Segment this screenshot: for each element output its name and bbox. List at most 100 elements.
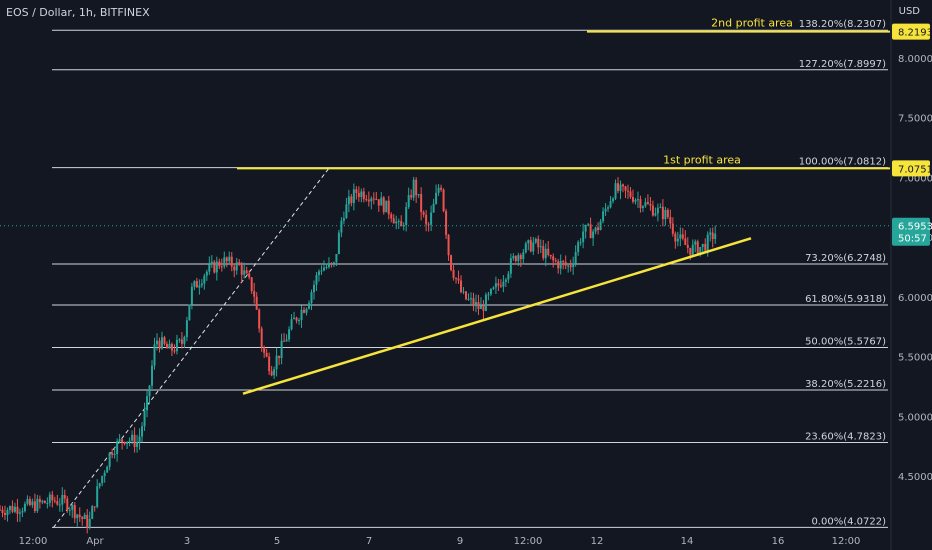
candle-body	[6, 509, 9, 516]
candle-body	[494, 283, 497, 288]
candle-body	[315, 275, 318, 285]
candle-body	[626, 190, 629, 192]
candle-body	[228, 256, 231, 262]
candle-body	[163, 337, 166, 345]
candle-body	[405, 207, 408, 225]
candle-body	[407, 195, 410, 208]
candle-body	[569, 265, 572, 268]
candle-body	[253, 291, 256, 297]
support-trendline[interactable]	[242, 237, 752, 395]
candle-body	[320, 270, 323, 272]
candle-body	[175, 339, 178, 352]
candle-body	[577, 242, 580, 253]
candle-body	[711, 232, 714, 240]
candle-body	[502, 281, 505, 287]
candle-body	[631, 196, 634, 202]
x-tick-label: 12:00	[832, 536, 861, 547]
candle-body	[43, 500, 46, 504]
candle-body	[584, 224, 587, 232]
candle-body	[604, 208, 607, 212]
candle-body	[3, 513, 6, 516]
candle-body	[255, 296, 258, 310]
candle-body	[684, 238, 687, 245]
candle-body	[512, 256, 515, 259]
candle-body	[612, 198, 615, 202]
fib-level-label: 50.00%(5.5767)	[805, 336, 886, 347]
candle-body	[340, 220, 343, 233]
candle-body	[420, 194, 423, 213]
x-tick-label: 14	[681, 536, 694, 547]
candle-body	[532, 242, 535, 252]
fib-level-label: 73.20%(6.2748)	[805, 253, 886, 264]
candle-body	[185, 320, 188, 337]
candle-body	[270, 371, 273, 376]
candle-body	[377, 199, 380, 206]
candle-body	[218, 261, 221, 267]
candle-body	[317, 271, 320, 276]
candle-body	[0, 509, 1, 511]
candle-body	[479, 305, 482, 309]
candle-body	[178, 339, 181, 341]
candle-body	[686, 244, 689, 248]
candle-body	[148, 385, 151, 397]
candle-body	[342, 218, 345, 221]
y-tick-label: 5.0000	[898, 412, 932, 423]
candle-body	[357, 193, 360, 198]
candle-body	[325, 267, 328, 269]
candle-body	[13, 506, 16, 512]
x-tick-label: 9	[457, 536, 463, 547]
candle-body	[574, 252, 577, 264]
fib-anchor-dashed-line[interactable]	[53, 167, 330, 528]
candle-body	[128, 440, 131, 442]
x-tick-label: 5	[274, 536, 280, 547]
candle-body	[288, 329, 291, 340]
candle-body	[597, 227, 600, 230]
candle-body	[517, 255, 520, 262]
candle-body	[93, 506, 96, 508]
candle-body	[694, 241, 697, 245]
candle-body	[173, 350, 176, 352]
candle-body	[641, 206, 644, 209]
last-price-label: 6.5953	[898, 222, 932, 233]
candle-body	[664, 209, 667, 220]
candle-body	[602, 211, 605, 222]
candle-body	[168, 343, 171, 349]
candle-body	[609, 201, 612, 208]
candle-body	[158, 340, 161, 349]
candle-body	[347, 196, 350, 205]
candle-body	[200, 283, 203, 286]
candle-body	[432, 203, 435, 213]
candle-body	[101, 476, 104, 484]
candle-body	[534, 238, 537, 243]
symbol-header: EOS / Dollar, 1h, BITFINEX	[6, 6, 150, 19]
candle-body	[118, 439, 121, 442]
candle-body	[71, 505, 74, 510]
candle-body	[96, 486, 99, 508]
candle-body	[442, 189, 445, 212]
candle-body	[469, 298, 472, 300]
candle-body	[482, 305, 485, 311]
candle-body	[519, 255, 522, 260]
candle-body	[106, 466, 109, 473]
candle-body	[696, 241, 699, 254]
candle-body	[455, 277, 458, 279]
y-tick-label: 7.0000	[898, 173, 932, 184]
candle-body	[579, 242, 582, 244]
candle-body	[151, 365, 154, 386]
profit-area-annotation: 1st profit area	[663, 153, 741, 166]
candle-body	[310, 292, 313, 304]
candle-body	[589, 224, 592, 239]
candle-body	[220, 266, 223, 268]
candle-body	[335, 253, 338, 263]
candle-body	[644, 202, 647, 207]
candle-body	[467, 298, 470, 300]
y-tick-label: 7.5000	[898, 114, 932, 125]
candle-body	[370, 198, 373, 202]
candle-body	[669, 217, 672, 224]
candle-body	[666, 209, 669, 218]
candle-body	[514, 256, 517, 262]
candle-body	[395, 221, 398, 224]
candle-body	[66, 498, 69, 510]
candle-body	[131, 434, 134, 441]
